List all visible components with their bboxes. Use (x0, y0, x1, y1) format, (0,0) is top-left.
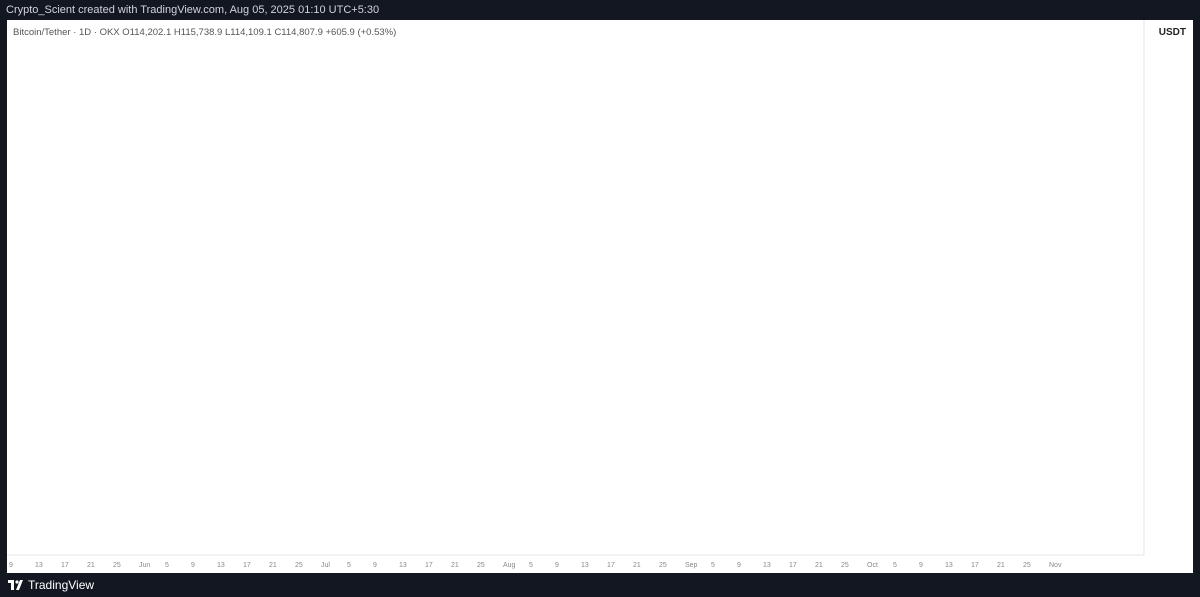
x-tick-label: 13 (763, 562, 771, 569)
x-tick-label: 21 (815, 562, 823, 569)
x-tick-label: 25 (295, 562, 303, 569)
x-tick-label: 5 (165, 562, 169, 569)
x-tick-label: Nov (1049, 562, 1062, 569)
x-tick-label: 17 (425, 562, 433, 569)
x-tick-label: 13 (945, 562, 953, 569)
x-tick-label: 21 (269, 562, 277, 569)
x-tick-label: 17 (61, 562, 69, 569)
ohlc-open: O114,202.1 (122, 27, 172, 38)
x-tick-label: 9 (9, 562, 13, 569)
x-tick-label: 25 (477, 562, 485, 569)
tradingview-icon (8, 580, 23, 590)
ohlc-change: +605.9 (+0.53%) (325, 27, 397, 38)
x-tick-label: 13 (35, 562, 43, 569)
x-tick-label: Sep (685, 562, 698, 569)
chart-panel[interactable] (7, 20, 1193, 573)
footer-bar (0, 573, 1200, 597)
ohlc-low: L114,109.1 (224, 27, 272, 38)
ohlc-high: H115,738.9 (173, 27, 223, 38)
x-tick-label: 5 (711, 562, 715, 569)
x-tick-label: Oct (867, 562, 878, 569)
ohlc-close: C114,807.9 (274, 27, 323, 38)
x-tick-label: 5 (529, 562, 533, 569)
symbol-info: Bitcoin/Tether · 1D · OKX O114,202.1 H11… (13, 27, 396, 38)
symbol-name[interactable]: Bitcoin/Tether · 1D · OKX (13, 27, 120, 38)
x-tick-label: 13 (217, 562, 225, 569)
x-tick-label: 9 (373, 562, 377, 569)
x-tick-label: 25 (659, 562, 667, 569)
x-tick-label: 5 (347, 562, 351, 569)
x-tick-label: Jul (321, 562, 330, 569)
x-tick-label: 13 (581, 562, 589, 569)
x-tick-label: 21 (451, 562, 459, 569)
x-tick-label: 25 (113, 562, 121, 569)
x-tick-label: 9 (191, 562, 195, 569)
attribution-bar: Crypto_Scient created with TradingView.c… (0, 0, 1200, 20)
x-tick-label: 21 (997, 562, 1005, 569)
brand-label: TradingView (28, 578, 95, 592)
x-tick-label: 25 (1023, 562, 1031, 569)
currency-label[interactable]: USDT (1158, 27, 1186, 38)
x-tick-label: 25 (841, 562, 849, 569)
x-tick-label: 9 (919, 562, 923, 569)
x-tick-label: 17 (607, 562, 615, 569)
x-tick-label: 9 (737, 562, 741, 569)
x-tick-label: 17 (971, 562, 979, 569)
x-tick-label: Aug (503, 562, 516, 569)
x-tick-label: 21 (633, 562, 641, 569)
tradingview-logo[interactable]: TradingView (8, 578, 94, 592)
x-tick-label: 5 (893, 562, 897, 569)
x-tick-label: 13 (399, 562, 407, 569)
x-tick-label: 9 (555, 562, 559, 569)
x-tick-label: 17 (243, 562, 251, 569)
attribution-text: Crypto_Scient created with TradingView.c… (6, 4, 380, 16)
x-tick-label: 21 (87, 562, 95, 569)
x-tick-label: 17 (789, 562, 797, 569)
x-tick-label: Jun (139, 562, 150, 569)
